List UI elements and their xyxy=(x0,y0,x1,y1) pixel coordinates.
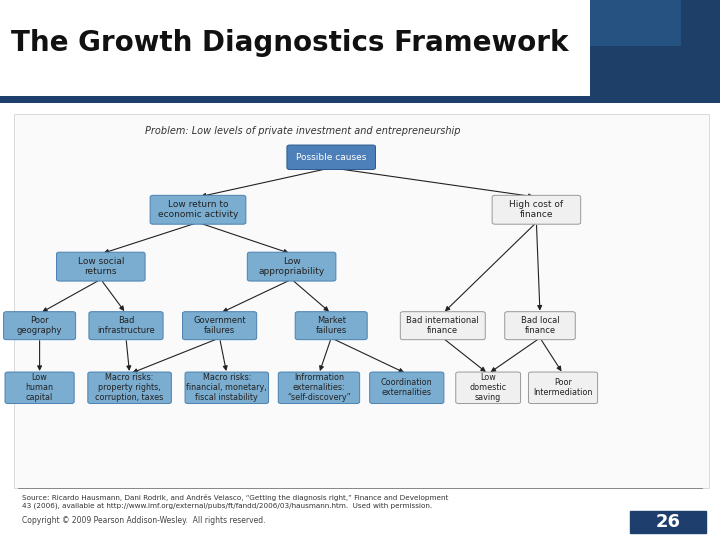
Text: Bad
infrastructure: Bad infrastructure xyxy=(97,316,155,335)
Text: 43 (2006), available at http://www.imf.org/external/pubs/ft/fandd/2006/03/hausma: 43 (2006), available at http://www.imf.o… xyxy=(22,503,432,509)
FancyBboxPatch shape xyxy=(400,312,485,340)
Text: Coordination
externalities: Coordination externalities xyxy=(381,378,433,397)
Text: Source: Ricardo Hausmann, Dani Rodrik, and Andrés Velasco, “Getting the diagnosi: Source: Ricardo Hausmann, Dani Rodrik, a… xyxy=(22,494,448,501)
FancyBboxPatch shape xyxy=(150,195,246,224)
FancyBboxPatch shape xyxy=(5,372,74,403)
FancyBboxPatch shape xyxy=(456,372,521,403)
FancyBboxPatch shape xyxy=(492,195,580,224)
Bar xyxy=(590,0,681,46)
Text: Poor
geography: Poor geography xyxy=(17,316,63,335)
FancyBboxPatch shape xyxy=(505,312,575,340)
FancyBboxPatch shape xyxy=(370,372,444,403)
Text: Macro risks:
property rights,
corruption, taxes: Macro risks: property rights, corruption… xyxy=(96,373,163,402)
FancyBboxPatch shape xyxy=(89,312,163,340)
Text: Copyright © 2009 Pearson Addison-Wesley.  All rights reserved.: Copyright © 2009 Pearson Addison-Wesley.… xyxy=(22,516,265,525)
Text: Low
appropriability: Low appropriability xyxy=(258,257,325,276)
Bar xyxy=(14,113,709,488)
FancyBboxPatch shape xyxy=(4,312,76,340)
FancyBboxPatch shape xyxy=(287,145,376,170)
FancyBboxPatch shape xyxy=(528,372,598,403)
FancyBboxPatch shape xyxy=(279,372,360,403)
Text: Infrormation
externalities:
“self-discovery”: Infrormation externalities: “self-discov… xyxy=(287,373,351,402)
FancyBboxPatch shape xyxy=(183,312,257,340)
FancyBboxPatch shape xyxy=(88,372,171,403)
Text: Bad local
finance: Bad local finance xyxy=(521,316,559,335)
FancyBboxPatch shape xyxy=(57,252,145,281)
Text: Government
failures: Government failures xyxy=(193,316,246,335)
Text: Low social
returns: Low social returns xyxy=(78,257,124,276)
Text: Poor
Intermediation: Poor Intermediation xyxy=(534,378,593,397)
Text: Possible causes: Possible causes xyxy=(296,153,366,162)
FancyBboxPatch shape xyxy=(630,511,706,534)
Text: Problem: Low levels of private investment and entrepreneurship: Problem: Low levels of private investmen… xyxy=(145,126,460,136)
Text: Bad international
finance: Bad international finance xyxy=(406,316,480,335)
Text: Market
failures: Market failures xyxy=(315,316,347,335)
Text: 26: 26 xyxy=(655,513,680,531)
Text: Low return to
economic activity: Low return to economic activity xyxy=(158,200,238,219)
FancyBboxPatch shape xyxy=(248,252,336,281)
FancyBboxPatch shape xyxy=(185,372,269,403)
Bar xyxy=(0,97,720,103)
FancyBboxPatch shape xyxy=(295,312,367,340)
Text: The Growth Diagnostics Framework: The Growth Diagnostics Framework xyxy=(11,29,568,57)
Text: High cost of
finance: High cost of finance xyxy=(509,200,564,219)
Text: Low
human
capital: Low human capital xyxy=(26,373,53,402)
Text: Macro risks:
financial, monetary,
fiscal instability: Macro risks: financial, monetary, fiscal… xyxy=(186,373,267,402)
Text: Low
domestic
saving: Low domestic saving xyxy=(469,373,507,402)
